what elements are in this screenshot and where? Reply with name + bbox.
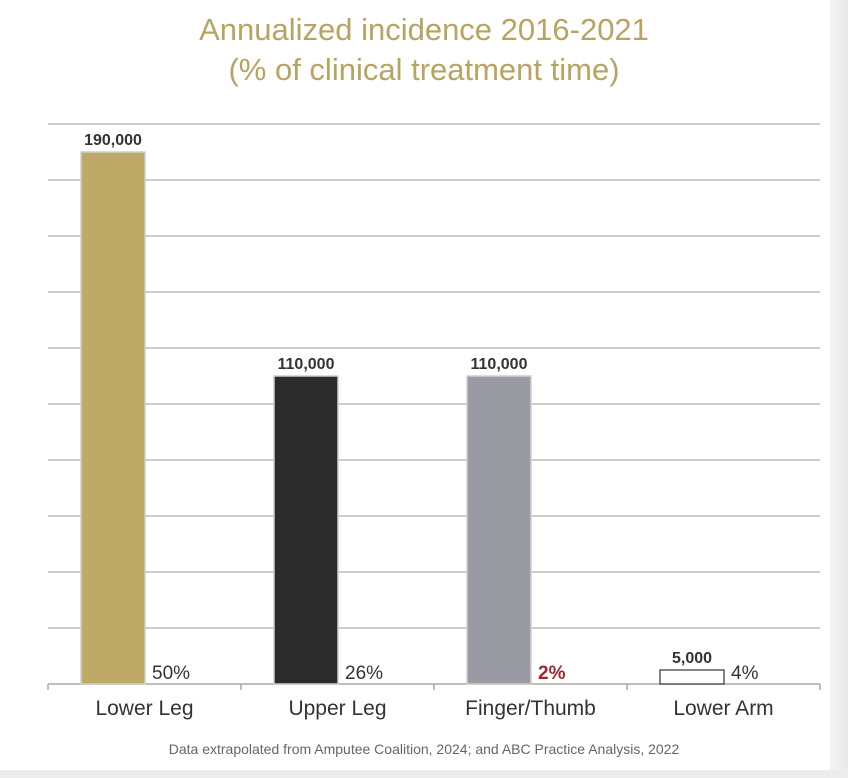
chart-title: Annualized incidence 2016-2021 (% of cli…	[0, 10, 848, 90]
bar	[659, 669, 725, 685]
gridlines	[48, 123, 820, 629]
x-tick-label: Lower Arm	[673, 697, 773, 720]
bar-percent-label: 26%	[345, 663, 383, 684]
bars	[80, 151, 725, 685]
bar-percent-label: 2%	[538, 663, 566, 684]
chart-title-line-1: Annualized incidence 2016-2021	[199, 12, 649, 47]
bar-percent-label: 4%	[731, 663, 759, 684]
bar-value-label: 5,000	[672, 650, 712, 667]
x-tick-label: Lower Leg	[95, 697, 193, 720]
labels: 190,000 50% Lower Leg 110,000 26% Upper Leg 11…	[84, 132, 774, 720]
bar-value-label: 190,000	[84, 132, 142, 149]
bar-value-label: 110,000	[471, 356, 528, 373]
page-bottom-strip	[0, 770, 848, 778]
x-tick-label: Finger/Thumb	[465, 697, 596, 720]
page-edge-strip	[830, 0, 848, 778]
bar	[466, 375, 532, 685]
bar-value-label: 110,000	[278, 356, 335, 373]
bar-percent-label: 50%	[152, 663, 190, 684]
source-footnote: Data extrapolated from Amputee Coalition…	[168, 741, 680, 757]
bar	[273, 375, 339, 685]
bar-chart: 190,000 50% Lower Leg 110,000 26% Upper Leg 11…	[47, 123, 821, 720]
chart-title-line-2: (% of clinical treatment time)	[228, 52, 620, 87]
x-axis	[47, 683, 821, 690]
bar	[80, 151, 146, 685]
x-tick-label: Upper Leg	[288, 697, 386, 720]
